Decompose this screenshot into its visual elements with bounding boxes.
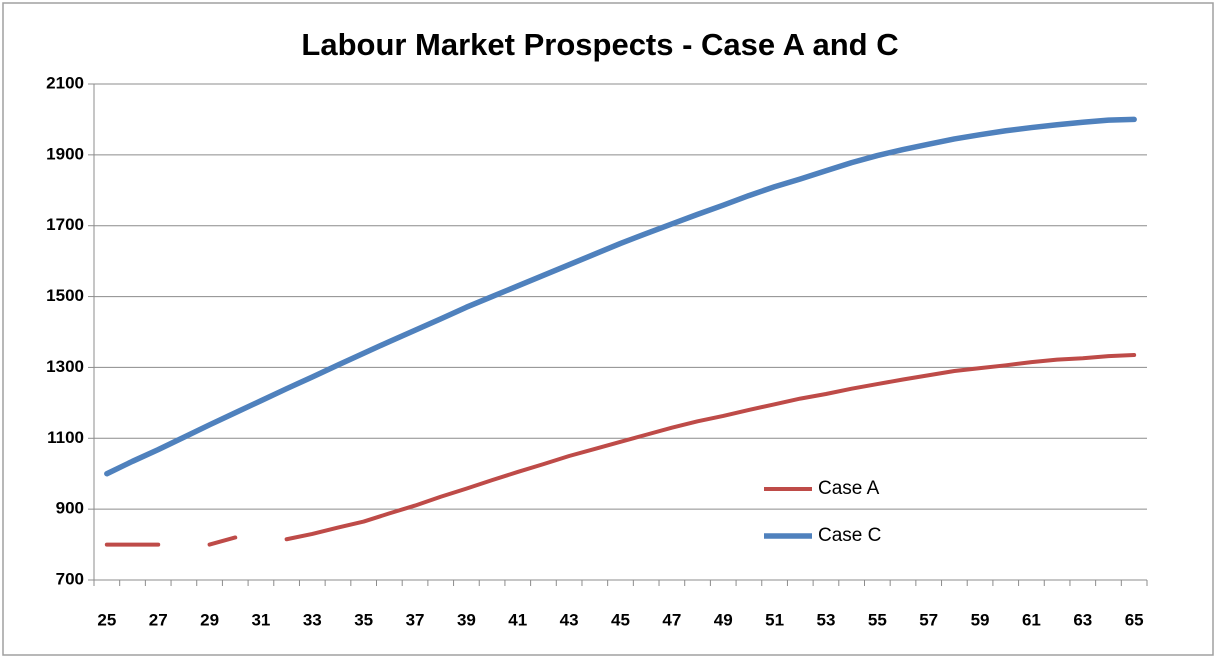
series-line [207, 535, 238, 547]
legend-label: Case C [818, 525, 881, 546]
x-tick-label: 63 [1073, 610, 1092, 629]
x-tick-label: 25 [97, 610, 116, 629]
x-tick-label: 41 [508, 610, 527, 629]
x-tick-label: 29 [200, 610, 219, 629]
y-tick-label: 1500 [46, 286, 84, 305]
y-tick-label: 1100 [47, 428, 84, 447]
x-tick-label: 47 [662, 610, 681, 629]
x-tick-label: 65 [1125, 610, 1144, 629]
x-tick-label: 53 [817, 610, 836, 629]
x-tick-label: 27 [149, 610, 168, 629]
x-tick-label: 61 [1022, 610, 1041, 629]
chart-title: Labour Market Prospects - Case A and C [301, 27, 898, 62]
x-tick-label: 59 [971, 610, 990, 629]
series-line [284, 353, 1137, 542]
x-tick-label: 37 [406, 610, 425, 629]
x-tick-label: 55 [868, 610, 887, 629]
y-tick-label: 700 [56, 569, 84, 588]
y-tick-label: 2100 [46, 73, 84, 92]
x-tick-label: 35 [354, 610, 373, 629]
x-tick-label: 57 [919, 610, 938, 629]
x-tick-label: 45 [611, 610, 630, 629]
x-tick-label: 33 [303, 610, 322, 629]
x-tick-label: 51 [765, 610, 784, 629]
x-tick-label: 31 [251, 610, 270, 629]
x-tick-label: 39 [457, 610, 476, 629]
legend-label: Case A [818, 478, 880, 499]
series-line [104, 116, 1137, 477]
x-tick-label: 43 [560, 610, 579, 629]
y-tick-label: 1700 [46, 215, 84, 234]
x-tick-label: 49 [714, 610, 733, 629]
y-tick-label: 1900 [46, 144, 84, 163]
y-tick-label: 1300 [46, 357, 84, 376]
y-tick-label: 900 [56, 499, 84, 518]
